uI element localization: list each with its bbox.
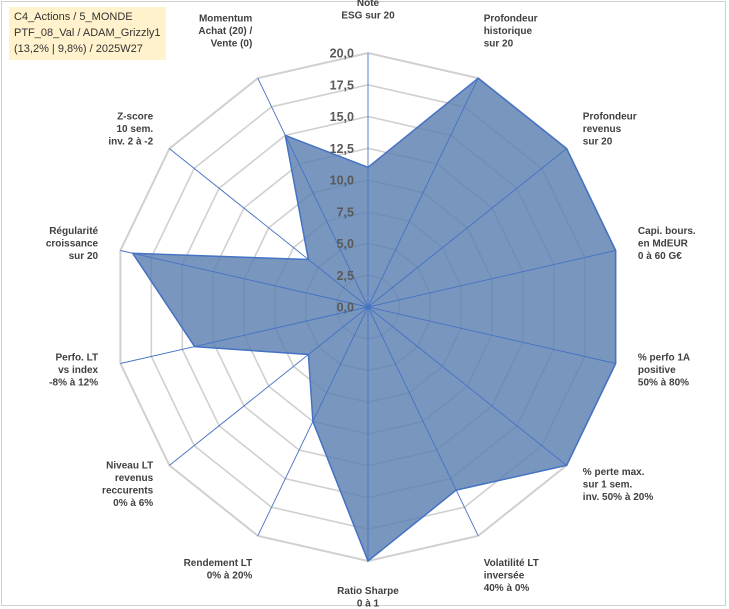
spoke-6 [367, 306, 479, 536]
tick-label: 5,0 [337, 237, 354, 251]
axis-label-line: Régularité [49, 226, 98, 237]
chart-title-box: C4_Actions / 5_MONDE PTF_08_Val / ADAM_G… [9, 7, 166, 60]
axis-label-line: Vente (0) [211, 39, 253, 50]
axis-label-0: Note ESG sur 20 [341, 0, 395, 22]
axis-label-line: inv. 2 à -2 [108, 137, 153, 148]
tick-label: 12,5 [330, 142, 354, 156]
axis-label-line: 0 à 1 [357, 599, 380, 609]
axis-label-2: Profondeur revenus sur 20 [583, 112, 637, 148]
axis-label-5: % perte max. sur 1 sem. inv. 50% à 20% [583, 467, 654, 503]
axis-label-12: Z-score 10 sem. inv. 2 à -2 [108, 112, 153, 148]
radar-spokes [120, 53, 616, 561]
axis-label-9: Niveau LT revenus reccurents 0% à 6% [102, 461, 154, 510]
axis-label-line: positive [638, 365, 676, 376]
axis-label-line: 40% à 0% [484, 583, 530, 594]
axis-label-13: Momentum Achat (20) / Vente (0) [198, 14, 252, 50]
tick-label: 17,5 [330, 78, 354, 92]
spoke-12 [169, 148, 369, 308]
axis-label-1: Profondeur historique sur 20 [484, 14, 538, 50]
tick-label: 7,5 [337, 205, 354, 219]
axis-label-8: Rendement LT 0% à 20% [184, 558, 253, 582]
axis-label-line: revenus [115, 473, 154, 484]
axis-label-6: Volatilité LT inversée 40% à 0% [484, 558, 539, 594]
spoke-1 [367, 78, 479, 308]
axis-label-line: Capi. bours. [638, 226, 696, 237]
axis-label-line: Volatilité LT [484, 558, 539, 569]
axis-label-line: Note [357, 0, 380, 9]
radar-tick-labels: 0,0 2,5 5,0 7,5 10,0 12,5 15,0 17,5 20,0 [330, 47, 354, 315]
spoke-10 [120, 306, 369, 364]
axis-label-line: 0% à 20% [207, 570, 253, 581]
axis-label-line: Z-score [117, 112, 154, 123]
axis-label-line: Ratio Sharpe [337, 586, 399, 597]
axis-label-10: Perfo. LT vs index -8% à 12% [49, 353, 98, 389]
axis-label-line: Profondeur [484, 14, 538, 25]
axis-label-line: Niveau LT [106, 461, 153, 472]
spoke-11 [120, 250, 369, 308]
axis-label-line: reccurents [102, 486, 154, 497]
axis-label-3: Capi. bours. en MdEUR 0 à 60 G€ [638, 226, 696, 262]
axis-label-line: Perfo. LT [56, 353, 99, 364]
axis-label-line: sur 20 [69, 251, 99, 262]
axis-label-11: Régularité croissance sur 20 [46, 226, 99, 262]
title-line-2: PTF_08_Val / ADAM_Grizzly1 [14, 27, 161, 39]
axis-label-line: inversée [484, 570, 525, 581]
axis-label-line: sur 20 [484, 39, 514, 50]
spoke-9 [169, 306, 369, 466]
tick-label: 0,0 [337, 301, 354, 315]
axis-label-line: 50% à 80% [638, 378, 689, 389]
axis-label-line: Rendement LT [184, 558, 253, 569]
axis-label-line: sur 20 [583, 137, 613, 148]
axis-label-line: 0 à 60 G€ [638, 251, 682, 262]
spoke-13 [257, 78, 369, 308]
spoke-3 [367, 250, 616, 308]
axis-label-line: % perfo 1A [638, 353, 690, 364]
axis-label-line: croissance [46, 238, 99, 249]
axis-label-line: sur 1 sem. [583, 479, 633, 490]
axis-label-line: 10 sem. [116, 124, 153, 135]
title-line-1: C4_Actions / 5_MONDE [14, 11, 133, 23]
spoke-8 [257, 306, 369, 536]
title-line-3: (13,2% | 9,8%) / 2025W27 [14, 43, 143, 55]
axis-label-line: ESG sur 20 [341, 11, 395, 22]
axis-label-line: revenus [583, 124, 622, 135]
axis-label-line: vs index [58, 365, 98, 376]
axis-label-7: Ratio Sharpe 0 à 1 [337, 586, 399, 609]
axis-label-line: en MdEUR [638, 238, 689, 249]
axis-label-line: % perte max. [583, 467, 645, 478]
spoke-2 [367, 148, 567, 308]
tick-label: 10,0 [330, 174, 354, 188]
axis-label-line: Profondeur [583, 112, 637, 123]
tick-label: 20,0 [330, 47, 354, 61]
axis-label-line: 0% à 6% [113, 498, 153, 509]
axis-label-line: Momentum [199, 14, 252, 25]
axis-label-line: Achat (20) / [198, 26, 252, 37]
axis-label-line: inv. 50% à 20% [583, 492, 654, 503]
axis-label-line: historique [484, 26, 533, 37]
tick-label: 2,5 [337, 269, 354, 283]
spoke-4 [367, 306, 616, 364]
axis-label-line: -8% à 12% [49, 378, 98, 389]
axis-label-4: % perfo 1A positive 50% à 80% [638, 353, 690, 389]
radar-axis-labels: Note ESG sur 20 Profondeur historique sur 20… [46, 0, 696, 609]
spoke-5 [367, 306, 567, 466]
tick-label: 15,0 [330, 110, 354, 124]
